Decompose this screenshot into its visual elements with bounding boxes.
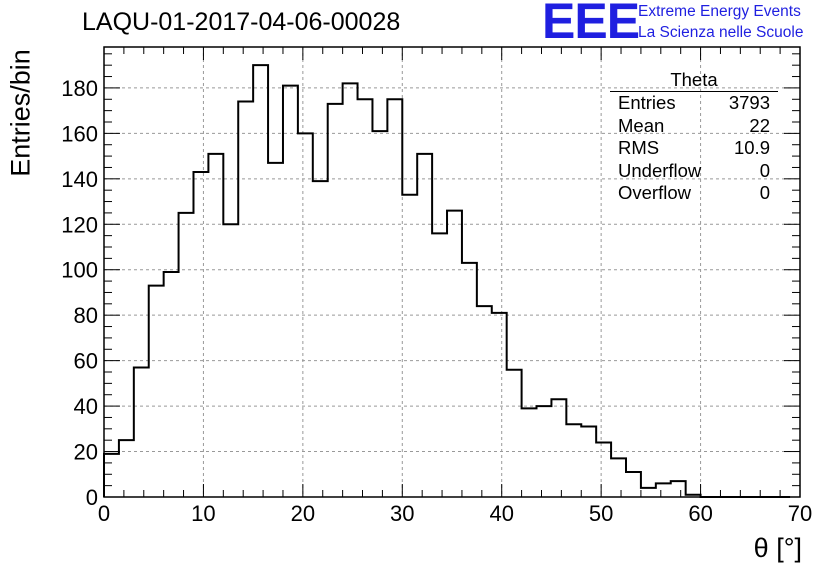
histogram-bin (253, 65, 268, 497)
stats-title: Theta (610, 70, 778, 92)
histogram-bin (313, 181, 328, 497)
x-tick-label: 0 (98, 501, 110, 526)
histogram-bin (238, 102, 253, 497)
stats-row-overflow: Overflow 0 (610, 182, 778, 205)
y-tick-label: 140 (61, 167, 98, 192)
histogram-bin (208, 154, 223, 497)
stats-box: Theta Entries 3793 Mean 22 RMS 10.9 Unde… (610, 70, 778, 205)
histogram-bin (104, 454, 119, 497)
x-tick-label: 10 (191, 501, 215, 526)
histogram-bin (492, 313, 507, 497)
stats-label: Underflow (618, 159, 702, 181)
stats-row-entries: Entries 3793 (610, 92, 778, 115)
x-tick-label: 20 (291, 501, 315, 526)
x-tick-label: 70 (788, 501, 812, 526)
histogram-bin (149, 286, 164, 497)
x-tick-label: 50 (589, 501, 613, 526)
histogram-bin (522, 408, 537, 497)
histogram-bin (641, 488, 656, 497)
histogram-bin (447, 211, 462, 497)
logo-line-2: La Scienza nelle Scuole (638, 24, 804, 41)
stats-label: Entries (618, 92, 676, 113)
histogram-bin (358, 99, 373, 497)
stats-value: 22 (749, 114, 770, 136)
histogram-bin (268, 163, 283, 497)
chart-title: LAQU-01-2017-04-06-00028 (82, 8, 401, 36)
histogram-bin (387, 99, 402, 497)
histogram-bin (477, 306, 492, 497)
stats-row-underflow: Underflow 0 (610, 160, 778, 183)
x-axis-label: θ [°] (753, 533, 802, 563)
stats-label: Mean (618, 114, 665, 136)
stats-row-mean: Mean 22 (610, 115, 778, 138)
histogram-bin (551, 399, 566, 497)
x-tick-label: 40 (489, 501, 513, 526)
histogram-bin (507, 370, 522, 497)
histogram-bin (164, 272, 179, 497)
histogram-bin (343, 83, 358, 497)
stats-value: 0 (759, 182, 770, 203)
stats-value: 0 (759, 159, 770, 181)
histogram-bin (626, 472, 641, 497)
y-tick-label: 0 (86, 485, 98, 510)
histogram-bin (417, 154, 432, 497)
stats-value: 3793 (728, 92, 770, 113)
x-tick-label: 30 (390, 501, 414, 526)
histogram-bin (119, 440, 134, 497)
histogram-bin (372, 131, 387, 497)
histogram-bin (179, 213, 194, 497)
logo-line-1: Extreme Energy Events (638, 3, 801, 20)
y-tick-label: 100 (61, 258, 98, 283)
histogram-bin (328, 104, 343, 497)
stats-value: 10.9 (733, 137, 770, 158)
histogram-bin (432, 233, 447, 497)
x-tick-label: 60 (688, 501, 712, 526)
plot-frame (103, 46, 801, 498)
y-tick-label: 180 (61, 76, 98, 101)
histogram-bin (656, 483, 671, 497)
y-tick-label: 20 (74, 440, 98, 465)
histogram-bin (462, 263, 477, 497)
y-tick-label: 120 (61, 212, 98, 237)
stats-label: Overflow (618, 182, 691, 203)
histogram-bin (193, 172, 208, 497)
eee-logo: EEE (542, 0, 640, 49)
histogram-bin (611, 458, 626, 497)
y-tick-label: 60 (74, 349, 98, 374)
y-axis-label: Entries/bin (5, 49, 36, 177)
histogram-bin (134, 367, 149, 497)
histogram-bin (566, 424, 581, 497)
histogram-bin (283, 86, 298, 497)
histogram-bin (596, 442, 611, 497)
y-tick-label: 40 (74, 394, 98, 419)
stats-label: RMS (618, 137, 660, 158)
histogram-bin (581, 427, 596, 497)
stats-row-rms: RMS 10.9 (610, 137, 778, 160)
y-tick-label: 160 (61, 121, 98, 146)
histogram-series (103, 64, 791, 498)
y-tick-label: 80 (74, 303, 98, 328)
histogram-bin (671, 481, 686, 497)
